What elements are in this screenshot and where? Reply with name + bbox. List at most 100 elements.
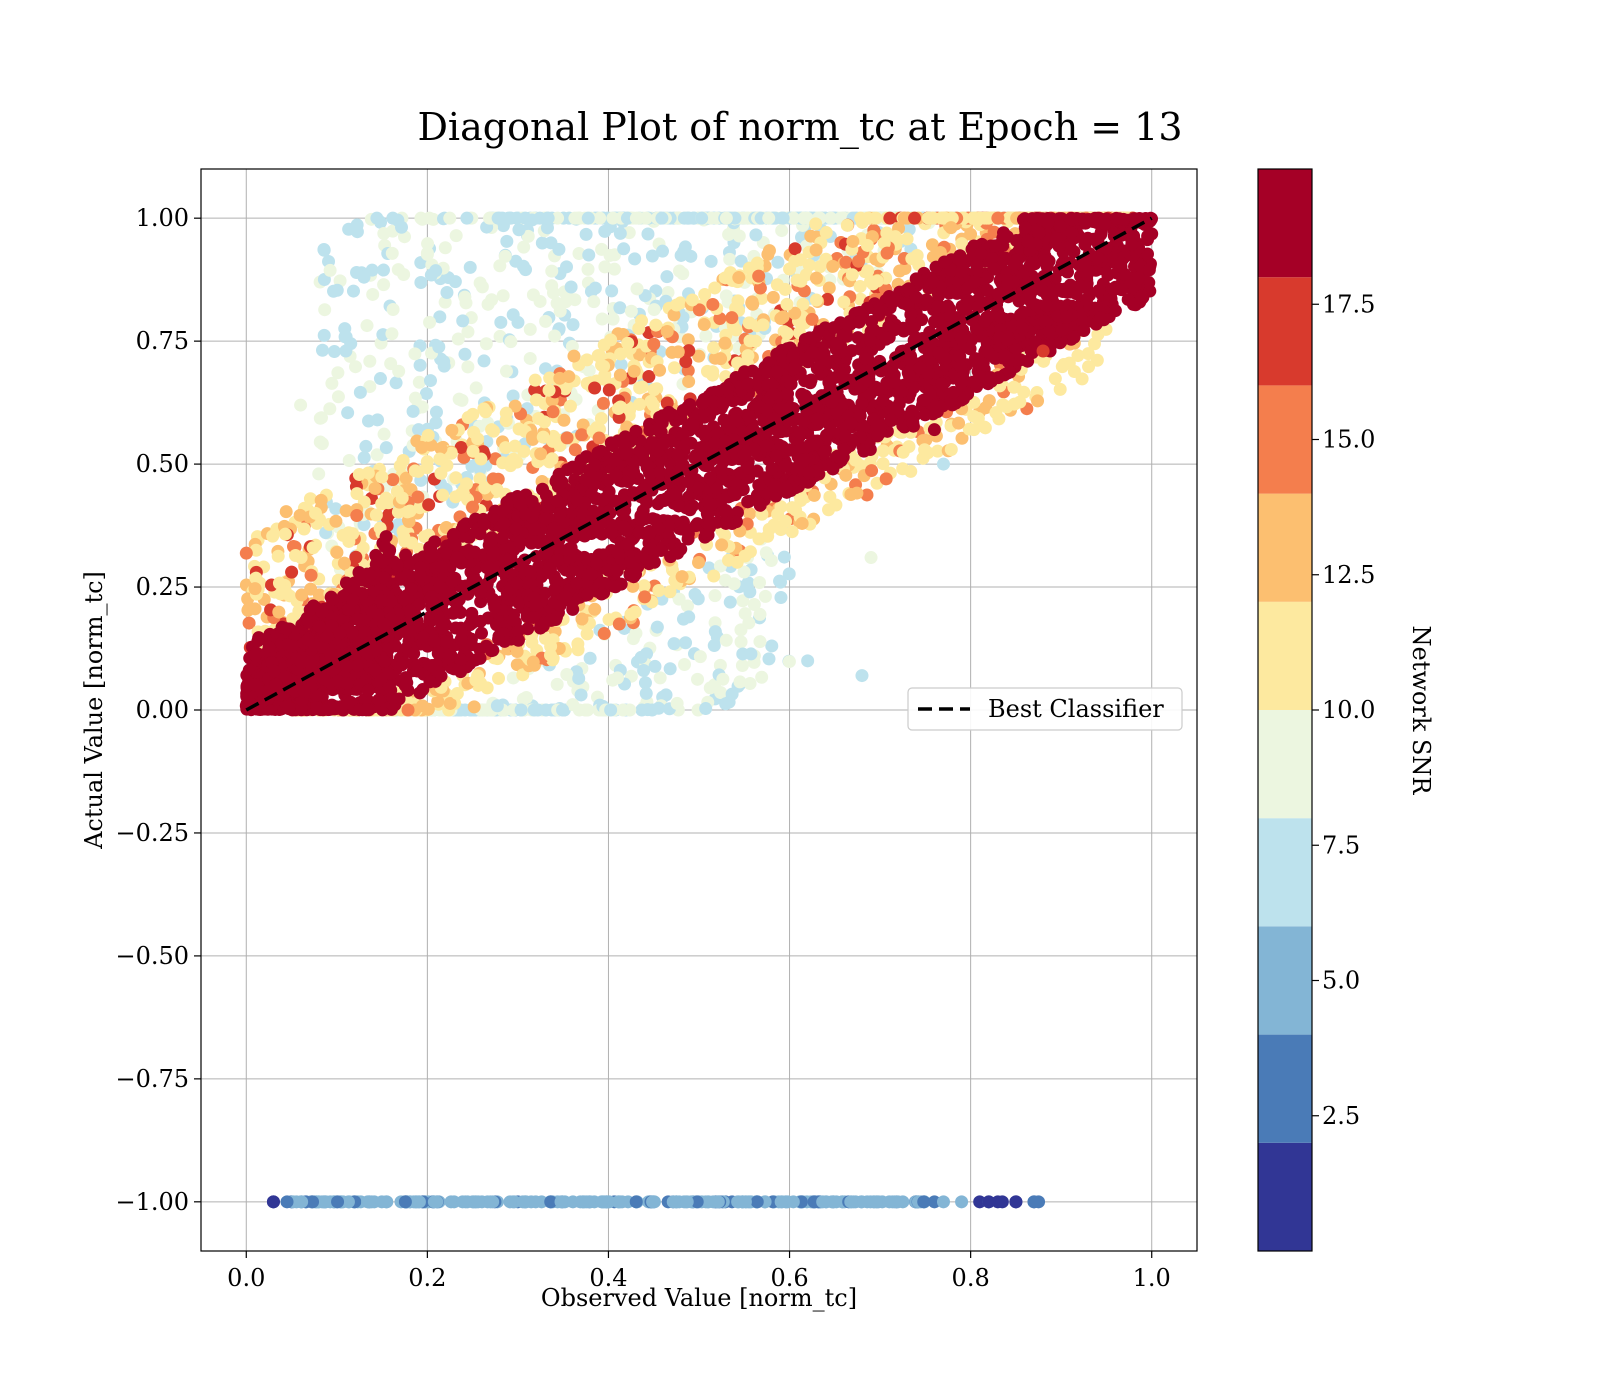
data-point — [304, 568, 318, 582]
data-point — [593, 211, 607, 225]
data-point — [827, 1195, 841, 1209]
data-point — [329, 514, 343, 528]
data-point — [456, 314, 470, 328]
data-point — [786, 1195, 800, 1209]
data-point — [845, 268, 859, 282]
data-point — [852, 254, 866, 268]
data-point — [575, 612, 589, 626]
data-point — [348, 360, 362, 374]
data-point — [691, 672, 705, 686]
data-point — [429, 405, 443, 419]
data-point — [756, 318, 770, 332]
data-point — [350, 509, 364, 523]
data-point — [412, 1195, 426, 1209]
data-point — [449, 490, 463, 504]
data-point — [552, 242, 566, 256]
data-point — [451, 332, 465, 346]
data-point — [526, 655, 540, 669]
data-point — [517, 240, 531, 254]
data-point — [411, 490, 425, 504]
data-point — [921, 446, 935, 460]
data-point — [523, 351, 537, 365]
data-point — [762, 652, 776, 666]
data-point — [498, 249, 512, 263]
data-point — [708, 589, 722, 603]
data-point — [455, 393, 469, 407]
data-point — [860, 238, 874, 252]
data-point — [649, 318, 663, 332]
data-point — [846, 234, 860, 248]
data-point — [635, 380, 649, 394]
data-point — [732, 271, 746, 285]
data-point — [1067, 364, 1081, 378]
data-point — [385, 246, 399, 260]
data-point — [432, 340, 446, 354]
data-point — [408, 347, 422, 361]
data-point — [317, 328, 331, 342]
data-point — [624, 304, 638, 318]
data-point — [775, 224, 789, 238]
data-point — [604, 703, 618, 717]
data-point — [752, 269, 766, 283]
data-point — [581, 262, 595, 276]
data-point — [743, 334, 757, 348]
data-point — [438, 241, 452, 255]
data-point — [691, 592, 705, 606]
data-point — [330, 283, 344, 297]
data-point — [902, 440, 916, 454]
data-point — [408, 391, 422, 405]
data-point — [819, 226, 833, 240]
data-point — [708, 625, 722, 639]
data-point — [620, 211, 634, 225]
data-point — [627, 364, 641, 378]
data-point — [647, 383, 661, 397]
data-point — [707, 569, 721, 583]
data-point — [870, 274, 884, 288]
data-point — [463, 260, 477, 274]
data-point — [471, 1195, 485, 1209]
data-point — [647, 303, 661, 317]
data-point — [809, 217, 823, 231]
data-point — [484, 644, 498, 658]
data-point — [690, 1195, 704, 1209]
data-point — [487, 424, 501, 438]
data-point — [704, 211, 718, 225]
data-point — [614, 347, 628, 361]
data-point — [648, 659, 662, 673]
data-point — [641, 227, 655, 241]
data-point — [499, 406, 513, 420]
data-point — [469, 381, 483, 395]
data-point — [415, 212, 429, 226]
data-point — [271, 549, 285, 563]
data-point — [904, 464, 918, 478]
plot-area: 0.0 0.2 0.4 0.6 0.8 1.0 1.000.750.500.250.00−… — [115, 168, 1198, 1292]
data-point — [588, 381, 602, 395]
data-point — [614, 358, 628, 372]
data-point — [697, 318, 711, 332]
data-point — [596, 396, 610, 410]
data-point — [266, 529, 280, 543]
data-point — [653, 671, 667, 685]
data-point — [807, 488, 821, 502]
data-point — [613, 368, 627, 382]
data-point — [864, 333, 878, 347]
data-point — [373, 372, 387, 386]
data-point — [469, 673, 483, 687]
data-point — [738, 1195, 752, 1209]
data-point — [770, 278, 784, 292]
data-point — [704, 254, 718, 268]
data-point — [647, 337, 661, 351]
data-point — [306, 541, 320, 555]
data-point — [795, 516, 809, 530]
data-point — [605, 284, 619, 298]
data-point — [297, 522, 311, 536]
data-point — [597, 627, 611, 641]
data-point — [1071, 349, 1085, 363]
data-point — [822, 281, 836, 295]
data-point — [707, 341, 721, 355]
data-point — [461, 325, 475, 339]
data-point — [782, 567, 796, 581]
data-point — [964, 227, 978, 241]
data-point — [676, 267, 690, 281]
data-point — [370, 448, 384, 462]
